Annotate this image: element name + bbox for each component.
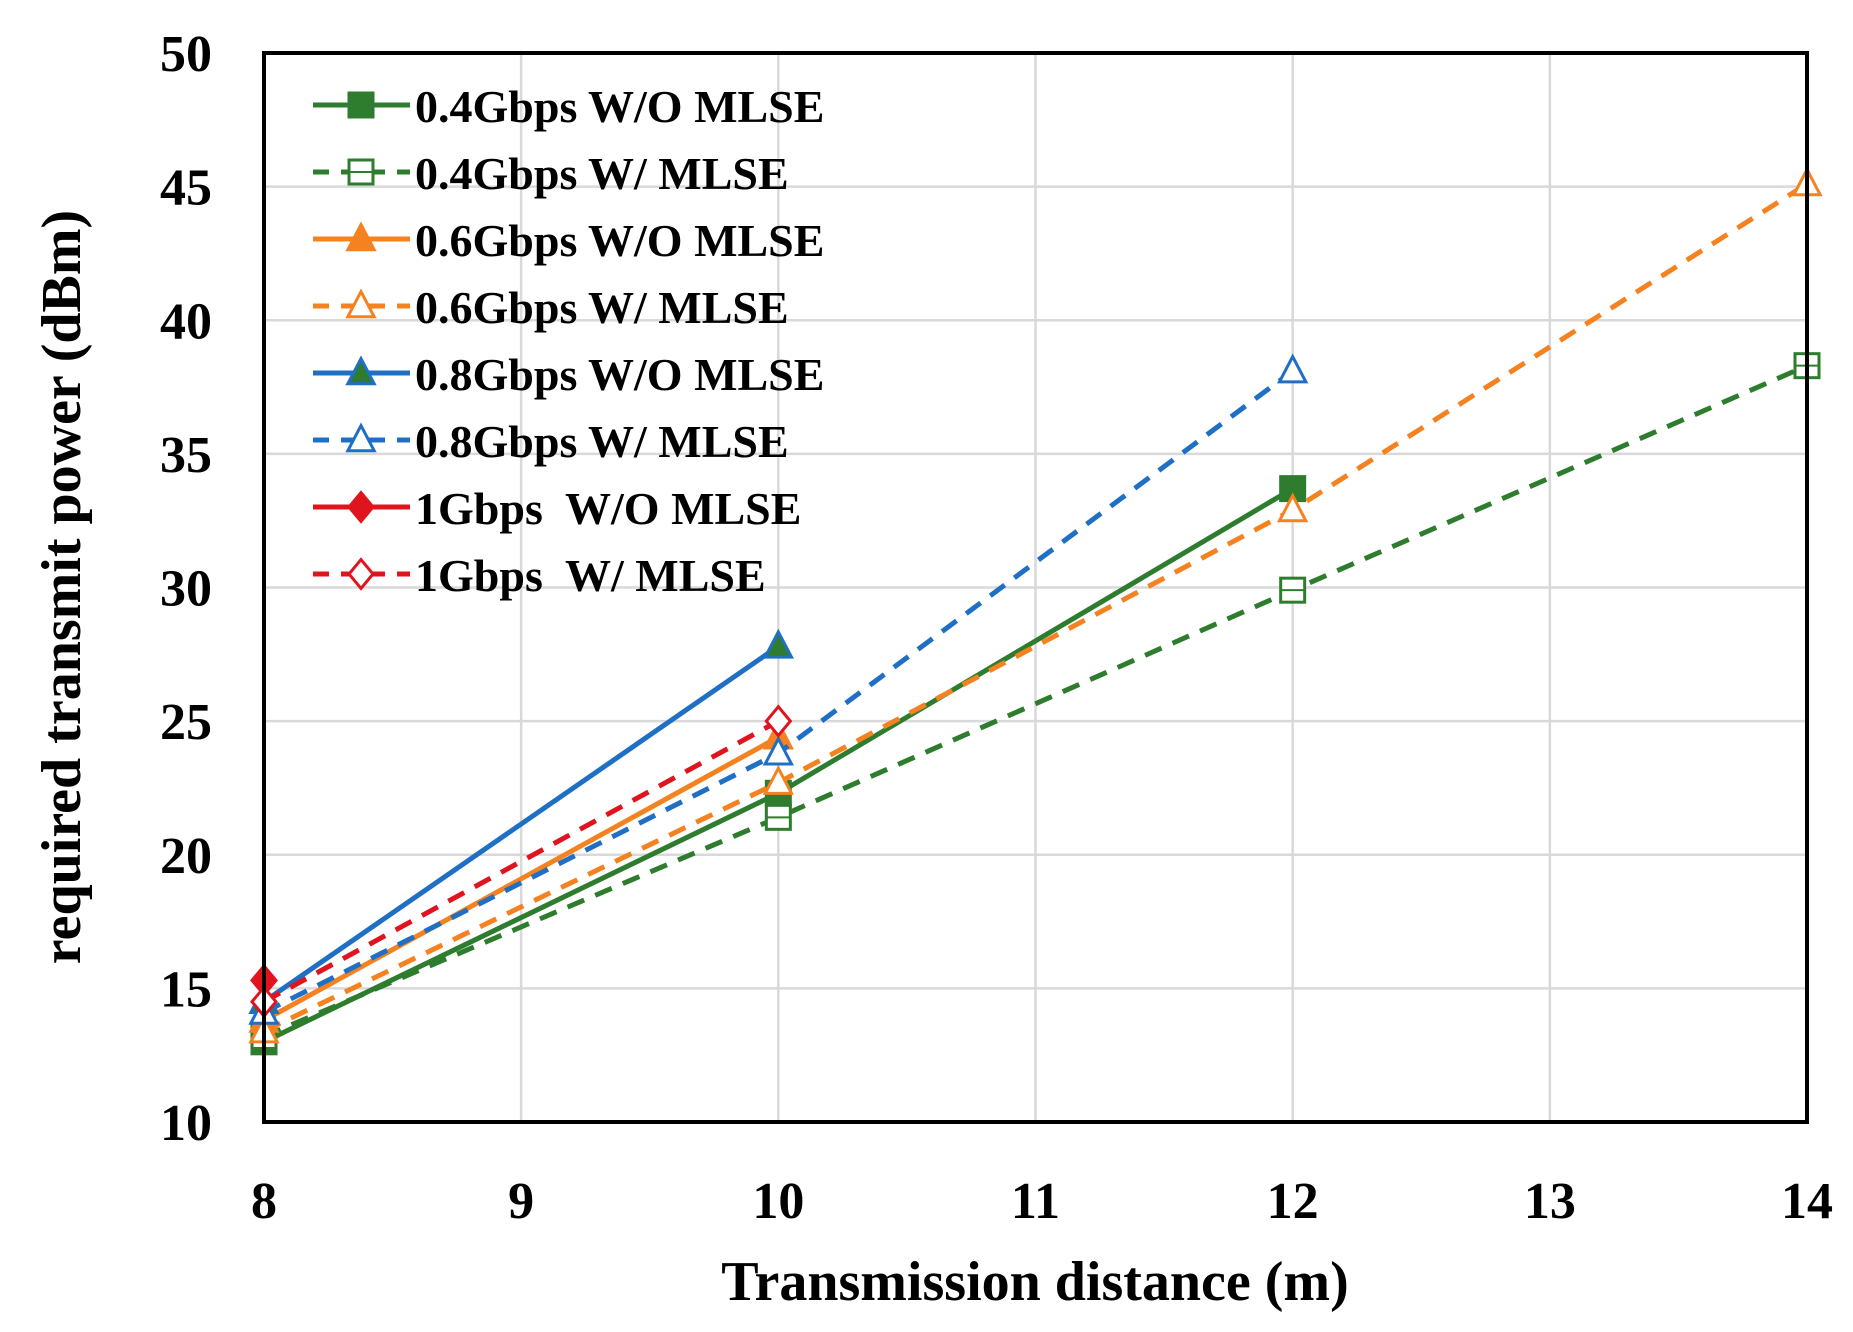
- x-tick-label: 9: [508, 1173, 534, 1230]
- y-tick-label: 15: [160, 961, 212, 1018]
- square-marker: [347, 91, 375, 119]
- y-tick-label: 25: [160, 694, 212, 751]
- y-tick-label: 30: [160, 561, 212, 618]
- triangle-marker: [345, 288, 377, 319]
- x-tick-label: 12: [1267, 1173, 1319, 1230]
- x-axis-label: Transmission distance (m): [721, 1251, 1348, 1313]
- legend-label: 1Gbps W/O MLSE: [415, 483, 801, 534]
- triangle-marker: [1276, 492, 1309, 523]
- diamond-marker: [347, 557, 375, 591]
- legend-item-6: 1Gbps W/O MLSE: [313, 483, 801, 534]
- triangle-marker: [762, 628, 795, 659]
- legend-label: 0.8Gbps W/ MLSE: [415, 416, 789, 467]
- legend-label: 0.8Gbps W/O MLSE: [415, 349, 824, 400]
- legend-item-5: 0.8Gbps W/ MLSE: [313, 416, 789, 467]
- y-tick-label: 45: [160, 160, 212, 217]
- triangle-marker: [345, 355, 377, 386]
- x-tick-label: 13: [1524, 1173, 1576, 1230]
- series-5: [248, 353, 1309, 1025]
- series-layer: [248, 166, 1823, 1056]
- legend-item-2: 0.6Gbps W/O MLSE: [313, 215, 824, 266]
- legend-item-4: 0.8Gbps W/O MLSE: [313, 349, 824, 400]
- legend-item-3: 0.6Gbps W/ MLSE: [313, 282, 789, 333]
- series-line: [262, 181, 1809, 1034]
- y-tick-label: 35: [160, 427, 212, 484]
- y-axis-label: required transmit power (dBm): [31, 210, 93, 964]
- legend-item-1: 0.4Gbps W/ MLSE: [313, 148, 789, 199]
- y-tick-label: 10: [160, 1095, 212, 1152]
- series-3: [248, 166, 1823, 1044]
- legend-label: 0.6Gbps W/ MLSE: [415, 282, 789, 333]
- legend-item-7: 1Gbps W/ MLSE: [313, 550, 766, 601]
- y-tick-label: 50: [160, 26, 212, 83]
- legend: 0.4Gbps W/O MLSE 0.4Gbps W/ MLSE 0.6Gbps W…: [313, 81, 824, 601]
- diamond-marker: [764, 704, 793, 738]
- x-tick-label: 14: [1781, 1173, 1833, 1230]
- series-line: [263, 363, 1809, 1039]
- triangle-marker: [762, 764, 795, 795]
- triangle-marker: [1276, 353, 1309, 384]
- x-tick-label: 8: [251, 1173, 277, 1230]
- legend-label: 0.4Gbps W/O MLSE: [415, 81, 824, 132]
- y-tick-label: 40: [160, 293, 212, 350]
- series-line: [262, 718, 780, 1004]
- series-line: [262, 734, 780, 1023]
- triangle-marker: [345, 422, 377, 453]
- x-tick-label: 11: [1011, 1173, 1060, 1230]
- tick-labels: 8 9 10 11 12 13 14 10 15 20 25 30 35 40 45 50: [160, 26, 1833, 1230]
- triangle-marker: [345, 221, 377, 252]
- plot-frame: [262, 51, 1809, 1124]
- legend-label: 0.4Gbps W/ MLSE: [415, 148, 789, 199]
- y-tick-label: 20: [160, 828, 212, 885]
- legend-item-0: 0.4Gbps W/O MLSE: [313, 81, 824, 132]
- legend-label: 1Gbps W/ MLSE: [415, 550, 766, 601]
- triangle-marker: [762, 735, 795, 766]
- series-line: [262, 644, 780, 1004]
- legend-label: 0.6Gbps W/O MLSE: [415, 215, 824, 266]
- diamond-marker: [347, 490, 375, 524]
- x-tick-label: 10: [752, 1173, 804, 1230]
